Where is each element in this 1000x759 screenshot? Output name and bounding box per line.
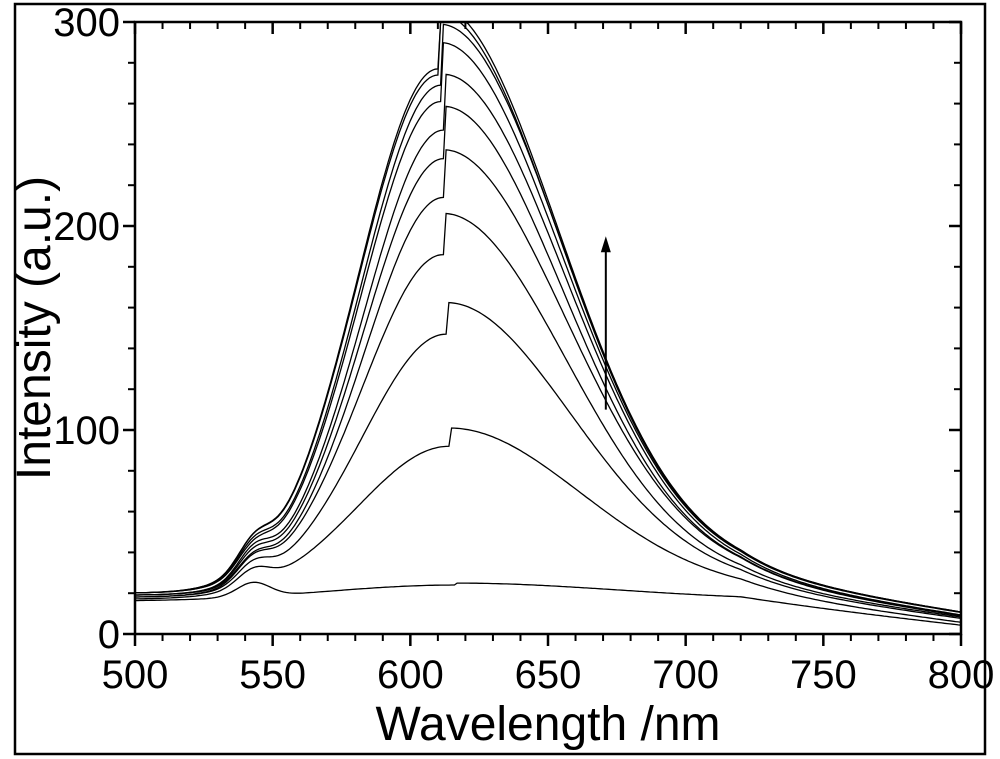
spectrum-s11 — [135, 22, 961, 612]
x-axis: 500 550 600 650 700 750 800 — [102, 22, 995, 697]
y-axis-label: Intensity (a.u.) — [8, 176, 61, 480]
y-tick-label: 300 — [53, 1, 120, 45]
spectrum-s9 — [135, 24, 961, 612]
spectrum-s10 — [135, 22, 961, 612]
arrow-head — [601, 236, 611, 252]
spectrum-s7 — [135, 74, 961, 615]
spectrum-s4 — [135, 214, 961, 618]
x-tick-label: 600 — [377, 653, 444, 697]
spectrum-s6 — [135, 106, 961, 615]
x-axis-label: Wavelength /nm — [375, 698, 720, 751]
x-tick-label: 650 — [515, 653, 582, 697]
x-tick-label: 700 — [652, 653, 719, 697]
y-tick-label: 200 — [53, 205, 120, 249]
x-tick-label: 800 — [928, 653, 995, 697]
data-lines — [135, 22, 961, 625]
spectrum-s3 — [135, 303, 961, 619]
x-tick-label: 750 — [790, 653, 857, 697]
plot-frame — [135, 22, 961, 634]
outer-frame — [15, 4, 985, 754]
x-tick-label: 500 — [102, 653, 169, 697]
x-tick-label: 550 — [239, 653, 306, 697]
y-tick-label: 0 — [98, 613, 120, 657]
y-tick-label: 100 — [53, 409, 120, 453]
spectral-chart: 500 550 600 650 700 750 800 0 100 200 300 Wavelen… — [0, 0, 1000, 759]
